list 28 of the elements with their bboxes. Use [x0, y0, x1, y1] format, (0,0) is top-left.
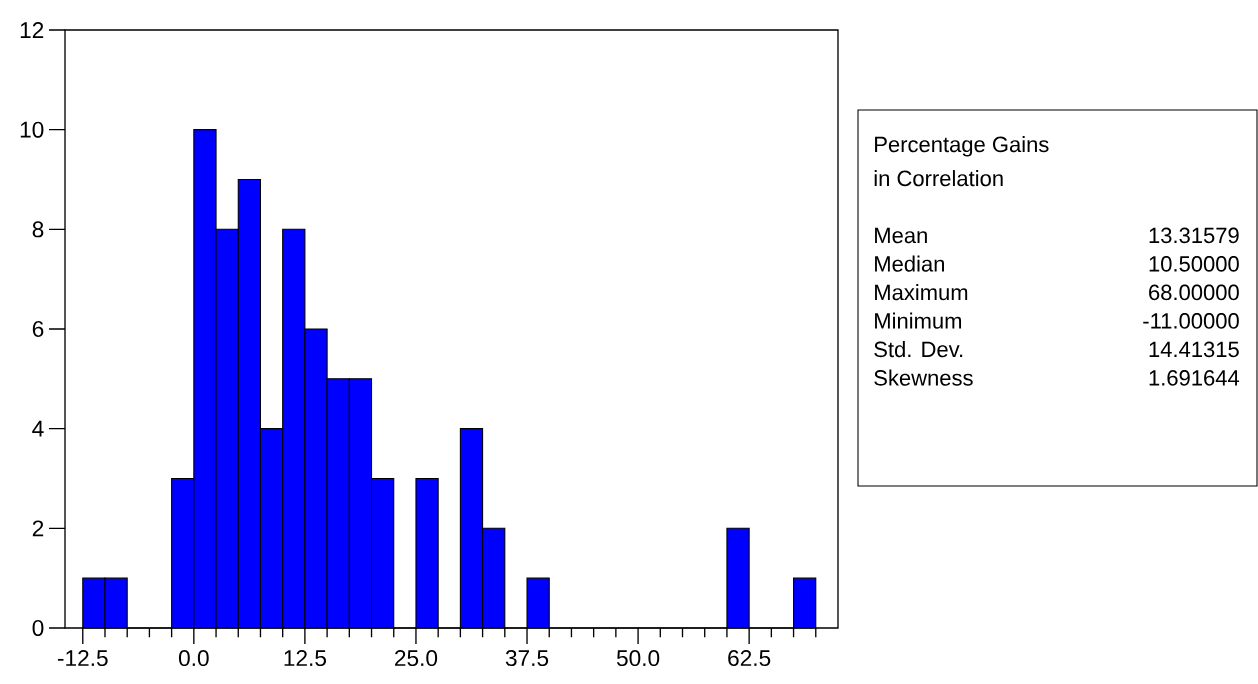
text: in Correlation — [874, 170, 1003, 187]
y-tick-label: 0 — [32, 619, 44, 637]
text: -11.00000 — [1143, 313, 1239, 329]
x-tick-label: 50.0 — [616, 650, 660, 667]
text: Mean — [875, 227, 927, 244]
text: 68.00000 — [1149, 284, 1239, 301]
y-tick-label: 2 — [32, 520, 44, 537]
text: Median — [875, 255, 944, 272]
x-tick-label: 62.5 — [728, 650, 771, 667]
y-tick-label: 12 — [20, 22, 44, 38]
text: Skewness — [874, 369, 973, 386]
text: Maximum — [875, 284, 968, 301]
x-tick-label: -12.5 — [57, 650, 108, 667]
text: Percentage Gains — [875, 136, 1049, 157]
text: 14.41315 — [1149, 341, 1239, 358]
x-tick-label: 0.0 — [178, 650, 209, 667]
text: Std. Dev. — [874, 341, 963, 358]
x-tick-label: 37.5 — [505, 650, 549, 667]
y-tick-label: 4 — [32, 420, 44, 437]
text: 13.31579 — [1149, 227, 1239, 244]
y-tick-label: 10 — [20, 121, 44, 138]
y-tick-label: 8 — [32, 221, 44, 238]
x-tick-label: 12.5 — [284, 650, 326, 667]
text: 1.691644 — [1149, 370, 1240, 386]
text: Minimum — [875, 312, 962, 329]
x-tick-label: 25.0 — [395, 650, 438, 667]
text: 10.50000 — [1149, 256, 1239, 272]
y-tick-label: 6 — [32, 320, 44, 338]
